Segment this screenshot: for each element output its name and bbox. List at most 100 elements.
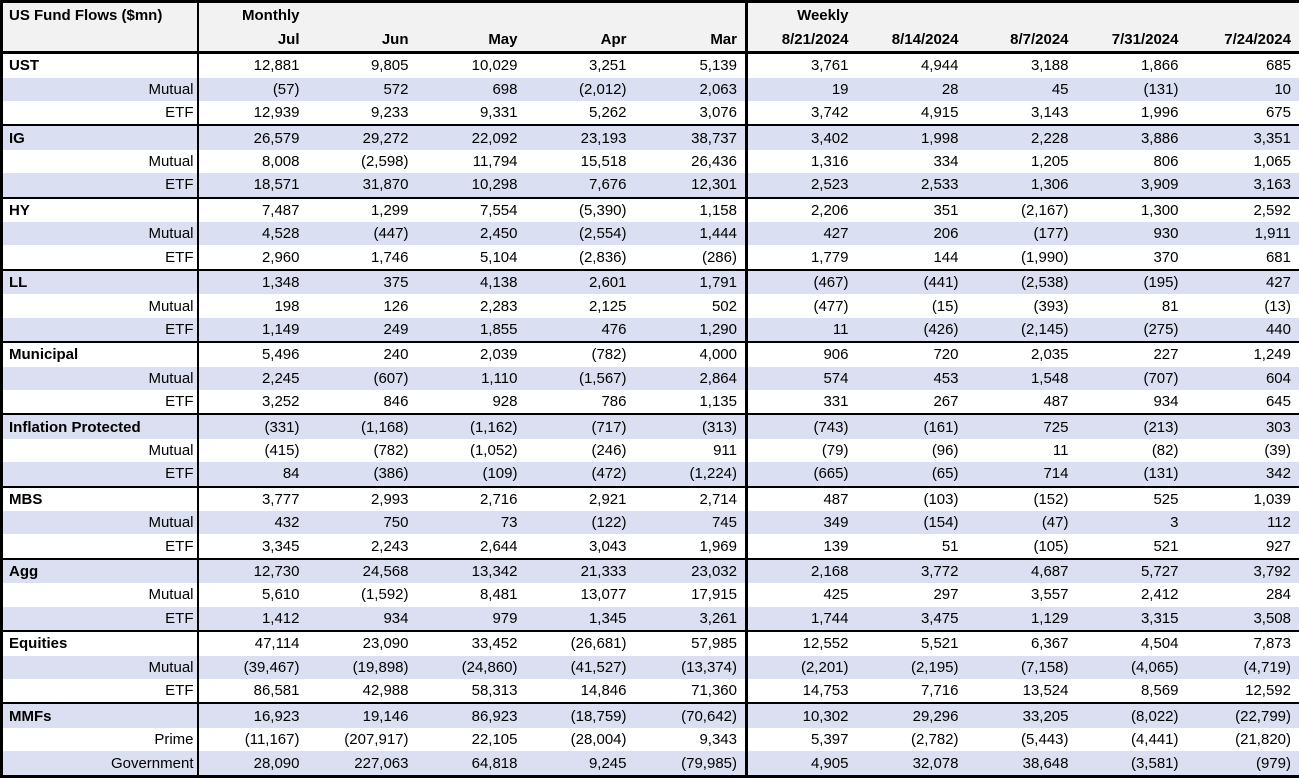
data-cell: (21,820) — [1235, 730, 1291, 748]
data-cell: 2,716 — [416, 485, 526, 512]
data-cell: (743) — [745, 413, 857, 439]
data-cell: (7,158) — [966, 655, 1077, 679]
data-cell: 11 — [745, 317, 857, 343]
data-cell: 1,316 — [745, 149, 857, 174]
data-cell: 4,000 — [634, 341, 747, 367]
header-spacer — [856, 1, 967, 28]
table-row: Mutual 198 126 2,283 2,125 502 (477) (15) (393) 8… — [1, 294, 1299, 318]
data-cell: (79) — [745, 438, 857, 463]
data-cell: (2,145) — [966, 317, 1077, 343]
section-label: MMFs — [1, 702, 199, 728]
data-cell: 331 — [745, 389, 857, 415]
data-cell: (2,782) — [910, 730, 959, 748]
data-cell: 31,870 — [307, 173, 417, 198]
data-cell: 57,985 — [634, 630, 747, 656]
data-cell: 3,345 — [261, 537, 300, 555]
section-label: Inflation Protected — [1, 413, 199, 439]
data-cell: 11,794 — [472, 153, 518, 171]
data-cell: 334 — [933, 153, 959, 171]
data-cell: (2,598) — [360, 153, 409, 171]
data-cell: (246) — [591, 441, 627, 459]
data-cell: 453 — [856, 366, 967, 390]
data-cell: 13,342 — [416, 557, 526, 584]
data-cell: (8,022) — [1076, 702, 1187, 728]
data-cell: (22,799) — [1186, 702, 1299, 728]
section-label: Agg — [1, 557, 199, 584]
data-cell: 440 — [1186, 317, 1299, 343]
data-cell: (70,642) — [634, 702, 747, 728]
data-cell: 4,944 — [856, 51, 967, 78]
header-spacer — [1076, 1, 1187, 28]
data-cell: (18,759) — [525, 702, 635, 728]
table-row: Mutual 4,528 (447) 2,450 (2,554) 1,444 427 206(… — [1, 222, 1299, 246]
data-cell: (707) — [1076, 366, 1187, 390]
data-cell: 9,343 — [699, 730, 737, 748]
data-cell: (4,719) — [1186, 655, 1299, 679]
data-cell: 64,818 — [416, 751, 526, 777]
data-cell: (79,985) — [634, 751, 747, 777]
data-cell: 846 — [383, 393, 409, 411]
data-cell: 1,998 — [856, 124, 967, 150]
sub-row-label: ETF — [1, 100, 199, 126]
data-cell: (441) — [856, 268, 967, 295]
column-header: Jul — [197, 27, 308, 54]
column-header: Jun — [307, 27, 417, 54]
data-cell: (39) — [1264, 441, 1291, 459]
data-cell: (11,167) — [244, 730, 300, 748]
data-cell: 427 — [745, 222, 857, 246]
data-cell: 9,233 — [370, 104, 409, 122]
data-cell: 714 — [966, 462, 1077, 487]
data-cell: 2,993 — [307, 485, 417, 512]
table-row: Mutual 2,245 (607) 1,110 (1,567) 2,864 574 453 1… — [1, 366, 1299, 390]
data-cell: 425 — [745, 583, 857, 607]
data-cell: 3,772 — [856, 557, 967, 584]
data-cell: 5,496 — [197, 341, 308, 367]
sub-row-label: ETF — [1, 389, 199, 415]
data-cell: 3,761 — [745, 51, 857, 78]
data-cell: (2,836) — [578, 248, 627, 266]
data-cell: 3,402 — [745, 124, 857, 150]
data-cell: 934 — [1153, 393, 1179, 411]
data-cell: 206 — [856, 222, 967, 246]
data-cell: 13,524 — [1022, 682, 1069, 700]
data-cell: (41,527) — [525, 655, 635, 679]
group-label-weekly: Weekly — [745, 1, 857, 28]
data-cell: 26,436 — [691, 153, 737, 171]
data-cell: (2,554) — [525, 222, 635, 246]
data-cell: 720 — [856, 341, 967, 367]
data-cell: 3,909 — [1076, 173, 1187, 198]
data-cell: (467) — [745, 268, 857, 295]
data-cell: 227,063 — [307, 751, 417, 777]
data-cell: 2,206 — [745, 196, 857, 223]
table-row: ETF 3,252 846 928 786 1,135 331 267 487 934 645 — [1, 389, 1299, 415]
data-cell: 14,846 — [580, 682, 627, 700]
data-cell: 1,149 — [197, 317, 308, 343]
data-cell: 3,777 — [197, 485, 308, 512]
data-cell: 427 — [1186, 268, 1299, 295]
data-cell: 8,569 — [1140, 682, 1179, 700]
sub-row-label: Mutual — [1, 222, 199, 246]
column-header: 8/14/2024 — [856, 27, 967, 54]
sub-row-label: Mutual — [1, 366, 199, 390]
data-cell: 370 — [1153, 248, 1179, 266]
table-row: Equities 47,114 23,090 33,452 (26,681) 57,985… — [1, 630, 1299, 656]
data-cell: 29,272 — [307, 124, 417, 150]
data-cell: 1,866 — [1076, 51, 1187, 78]
data-cell: 1,345 — [525, 606, 635, 632]
table-row: Government 28,090 227,063 64,818 9,245 (79,98… — [1, 751, 1299, 777]
data-cell: 22,092 — [416, 124, 526, 150]
data-cell: (275) — [1076, 317, 1187, 343]
data-cell: 979 — [416, 606, 526, 632]
data-cell: (1,592) — [360, 586, 409, 604]
section-label: Equities — [1, 630, 199, 656]
header-spacer — [307, 1, 417, 28]
data-cell: 18,571 — [197, 173, 308, 198]
data-cell: 1,855 — [416, 317, 526, 343]
data-cell: 2,714 — [634, 485, 747, 512]
data-cell: 3,886 — [1076, 124, 1187, 150]
sub-row-label: Prime — [1, 727, 199, 751]
data-cell: 3,742 — [745, 100, 857, 126]
data-cell: 1,744 — [745, 606, 857, 632]
sub-row-label: Government — [1, 751, 199, 777]
column-header: Apr — [525, 27, 635, 54]
